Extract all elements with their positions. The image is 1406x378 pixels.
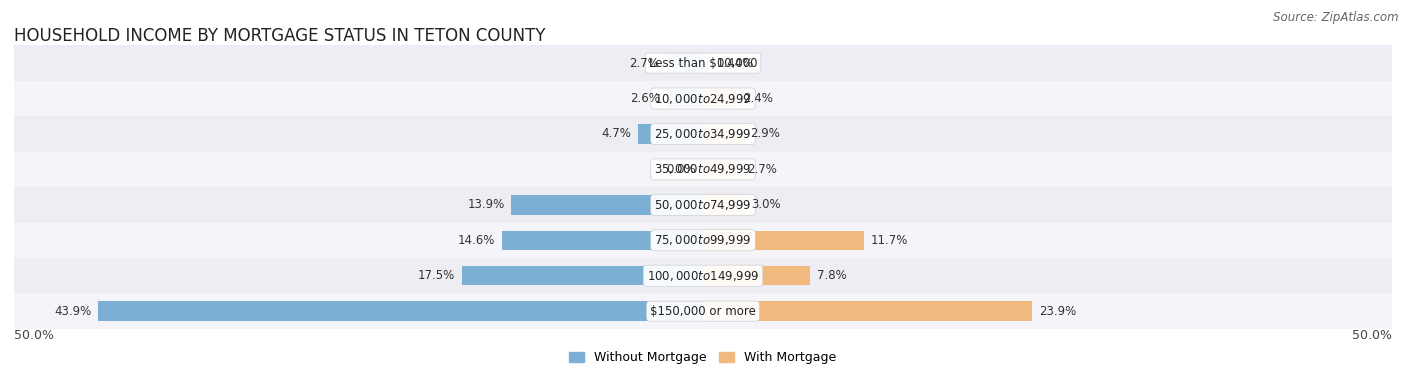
Bar	[14, 45, 1392, 81]
Text: 50.0%: 50.0%	[1353, 329, 1392, 342]
Text: 2.6%: 2.6%	[630, 92, 661, 105]
Text: $75,000 to $99,999: $75,000 to $99,999	[654, 233, 752, 247]
Bar	[14, 81, 1392, 116]
Bar	[14, 187, 1392, 223]
Bar	[666, 53, 703, 73]
Bar	[668, 89, 703, 108]
Bar	[14, 223, 1392, 258]
Text: 11.7%: 11.7%	[872, 234, 908, 247]
Text: 7.8%: 7.8%	[817, 269, 846, 282]
Bar	[703, 301, 1032, 321]
Text: 2.4%: 2.4%	[742, 92, 773, 105]
Text: 4.7%: 4.7%	[602, 127, 631, 141]
Text: Less than $10,000: Less than $10,000	[648, 57, 758, 70]
Text: HOUSEHOLD INCOME BY MORTGAGE STATUS IN TETON COUNTY: HOUSEHOLD INCOME BY MORTGAGE STATUS IN T…	[14, 27, 546, 45]
Bar	[703, 195, 744, 215]
Text: Source: ZipAtlas.com: Source: ZipAtlas.com	[1274, 11, 1399, 24]
Text: 14.6%: 14.6%	[457, 234, 495, 247]
Text: 2.7%: 2.7%	[747, 163, 778, 176]
Bar	[14, 258, 1392, 293]
Bar	[703, 231, 865, 250]
Text: $35,000 to $49,999: $35,000 to $49,999	[654, 163, 752, 177]
Bar	[512, 195, 703, 215]
Text: 43.9%: 43.9%	[53, 305, 91, 318]
Text: 17.5%: 17.5%	[418, 269, 456, 282]
Text: 50.0%: 50.0%	[14, 329, 53, 342]
Bar	[14, 293, 1392, 329]
Text: $150,000 or more: $150,000 or more	[650, 305, 756, 318]
Text: 0.44%: 0.44%	[716, 57, 754, 70]
Text: $50,000 to $74,999: $50,000 to $74,999	[654, 198, 752, 212]
Bar	[98, 301, 703, 321]
Text: 0.0%: 0.0%	[666, 163, 696, 176]
Bar	[703, 160, 740, 179]
Text: 3.0%: 3.0%	[751, 198, 780, 211]
Bar	[703, 266, 810, 285]
Bar	[638, 124, 703, 144]
Bar	[703, 53, 709, 73]
Text: 2.7%: 2.7%	[628, 57, 659, 70]
Bar	[502, 231, 703, 250]
Bar	[703, 124, 742, 144]
Text: $25,000 to $34,999: $25,000 to $34,999	[654, 127, 752, 141]
Text: 2.9%: 2.9%	[749, 127, 780, 141]
Legend: Without Mortgage, With Mortgage: Without Mortgage, With Mortgage	[564, 347, 842, 369]
Bar	[703, 89, 737, 108]
Bar	[461, 266, 703, 285]
Text: $100,000 to $149,999: $100,000 to $149,999	[647, 269, 759, 283]
Bar	[14, 152, 1392, 187]
Bar	[14, 116, 1392, 152]
Text: 23.9%: 23.9%	[1039, 305, 1077, 318]
Text: $10,000 to $24,999: $10,000 to $24,999	[654, 91, 752, 105]
Text: 13.9%: 13.9%	[467, 198, 505, 211]
